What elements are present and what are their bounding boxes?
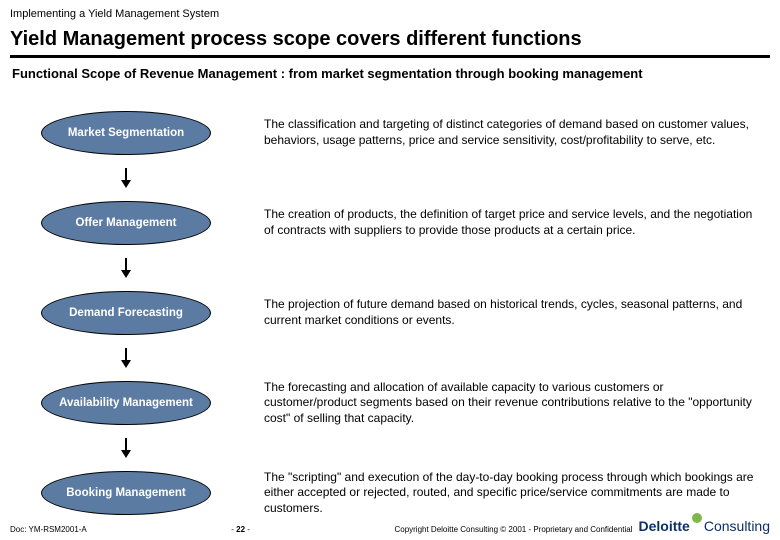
arrow-down-icon <box>121 257 131 279</box>
step-ellipse-availability-management: Availability Management <box>41 381 211 425</box>
step-row: Demand Forecasting The projection of fut… <box>12 279 768 347</box>
step-shape-col: Booking Management <box>12 471 240 515</box>
page-subtitle: Functional Scope of Revenue Management :… <box>0 62 780 91</box>
arrow-col <box>12 437 240 459</box>
logo-word-1: Deloitte <box>639 518 690 534</box>
logo-dot-icon <box>692 513 702 523</box>
doc-header: Implementing a Yield Management System <box>0 0 780 22</box>
step-desc: The creation of products, the definition… <box>264 207 768 238</box>
arrow-col <box>12 167 240 189</box>
step-row: Offer Management The creation of product… <box>12 189 768 257</box>
arrow-down-icon <box>121 167 131 189</box>
page-number: 22 <box>236 525 245 534</box>
arrow-down-icon <box>121 347 131 369</box>
step-desc: The "scripting" and execution of the day… <box>264 470 768 517</box>
arrow-col <box>12 257 240 279</box>
step-ellipse-offer-management: Offer Management <box>41 201 211 245</box>
step-ellipse-market-segmentation: Market Segmentation <box>41 111 211 155</box>
step-shape-col: Offer Management <box>12 201 240 245</box>
step-desc: The classification and targeting of dist… <box>264 117 768 148</box>
footer-page: - 22 - <box>87 525 395 534</box>
title-rule <box>10 55 770 58</box>
arrow-col <box>12 347 240 369</box>
step-desc: The forecasting and allocation of availa… <box>264 380 768 427</box>
step-ellipse-booking-management: Booking Management <box>41 471 211 515</box>
step-shape-col: Demand Forecasting <box>12 291 240 335</box>
step-row: Booking Management The "scripting" and e… <box>12 459 768 527</box>
footer-right: Copyright Deloitte Consulting © 2001 - P… <box>394 518 770 534</box>
step-row: Availability Management The forecasting … <box>12 369 768 437</box>
step-shape-col: Market Segmentation <box>12 111 240 155</box>
step-row: Market Segmentation The classification a… <box>12 99 768 167</box>
footer: Doc: YM-RSM2001-A - 22 - Copyright Deloi… <box>0 518 780 534</box>
footer-doc-id: Doc: YM-RSM2001-A <box>10 525 87 534</box>
footer-copyright: Copyright Deloitte Consulting © 2001 - P… <box>394 525 632 534</box>
arrow-down-icon <box>121 437 131 459</box>
logo-word-2: Consulting <box>704 518 770 534</box>
step-shape-col: Availability Management <box>12 381 240 425</box>
page-suffix: - <box>245 525 250 534</box>
step-desc: The projection of future demand based on… <box>264 297 768 328</box>
content-area: Market Segmentation The classification a… <box>0 91 780 527</box>
page-title: Yield Management process scope covers di… <box>0 22 780 55</box>
deloitte-logo: Deloitte Consulting <box>639 518 771 534</box>
step-ellipse-demand-forecasting: Demand Forecasting <box>41 291 211 335</box>
